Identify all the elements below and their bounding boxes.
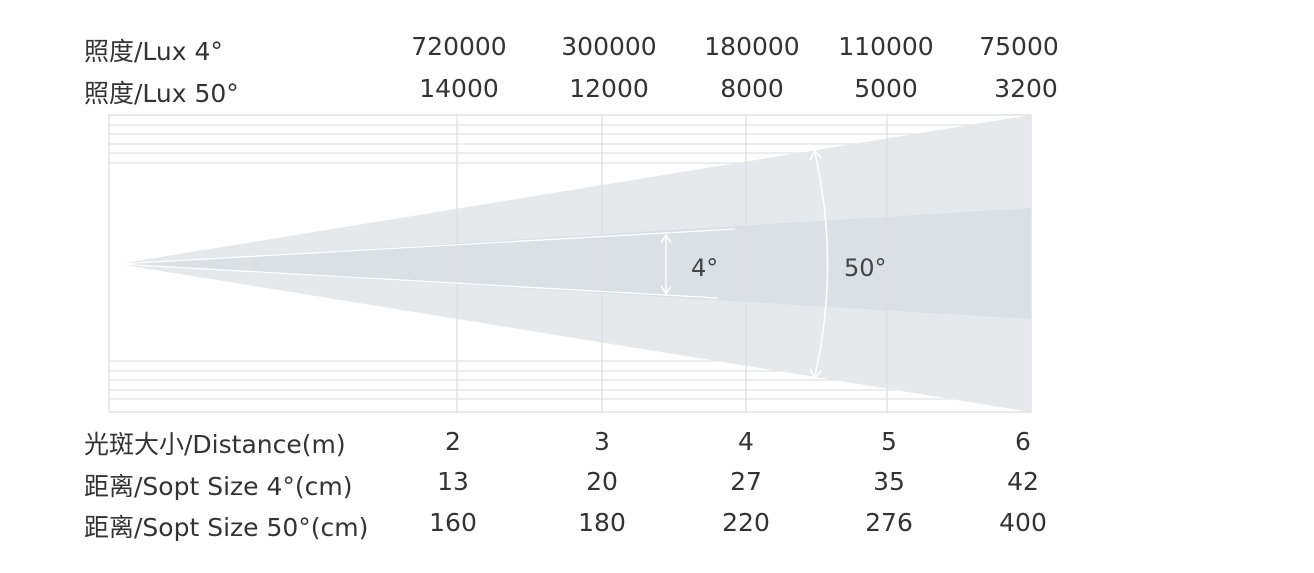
wide-angle-arrow [809, 149, 829, 380]
distance-value-5: 6 [1015, 427, 1031, 456]
spot-50-value-2: 180 [578, 508, 626, 537]
spot-50-label: 距离/Sopt Size 50°(cm) [84, 513, 369, 542]
narrow-beam-edge-top [117, 228, 736, 265]
lux-50-value-3: 8000 [720, 74, 784, 103]
distance-value-1: 2 [445, 427, 461, 456]
lux-4-value-4: 110000 [838, 32, 934, 61]
narrow-beam [118, 208, 1031, 319]
narrow-angle-arrow [660, 233, 672, 296]
lux-4-value-3: 180000 [704, 32, 800, 61]
spot-4-value-1: 13 [437, 467, 469, 496]
lux-50-label: 照度/Lux 50° [84, 79, 239, 108]
spot-4-value-2: 20 [586, 467, 618, 496]
spot-4-label: 距离/Sopt Size 4°(cm) [84, 472, 353, 501]
spot-4-value-4: 35 [873, 467, 905, 496]
lux-50-value-5: 3200 [994, 74, 1058, 103]
lux-4-value-5: 75000 [979, 32, 1059, 61]
spot-50-value-3: 220 [722, 508, 770, 537]
distance-value-2: 3 [594, 427, 610, 456]
lux-4-value-2: 300000 [561, 32, 657, 61]
distance-lines [456, 115, 888, 412]
lux-4-label: 照度/Lux 4° [84, 37, 223, 66]
spot-50-value-1: 160 [429, 508, 477, 537]
spot-50-value-4: 276 [865, 508, 913, 537]
lux-50-value-1: 14000 [419, 74, 499, 103]
distance-value-4: 5 [881, 427, 897, 456]
spot-50-value-5: 400 [999, 508, 1047, 537]
distance-value-3: 4 [738, 427, 754, 456]
narrow-angle-label: 4° [691, 254, 718, 282]
distance-label: 光斑大小/Distance(m) [84, 430, 346, 459]
lux-4-value-1: 720000 [411, 32, 507, 61]
lux-50-value-2: 12000 [569, 74, 649, 103]
wide-angle-label: 50° [844, 254, 887, 282]
spot-4-value-5: 42 [1007, 467, 1039, 496]
lux-50-value-4: 5000 [854, 74, 918, 103]
narrow-beam-edge-bottom [117, 263, 719, 299]
spot-4-value-3: 27 [730, 467, 762, 496]
